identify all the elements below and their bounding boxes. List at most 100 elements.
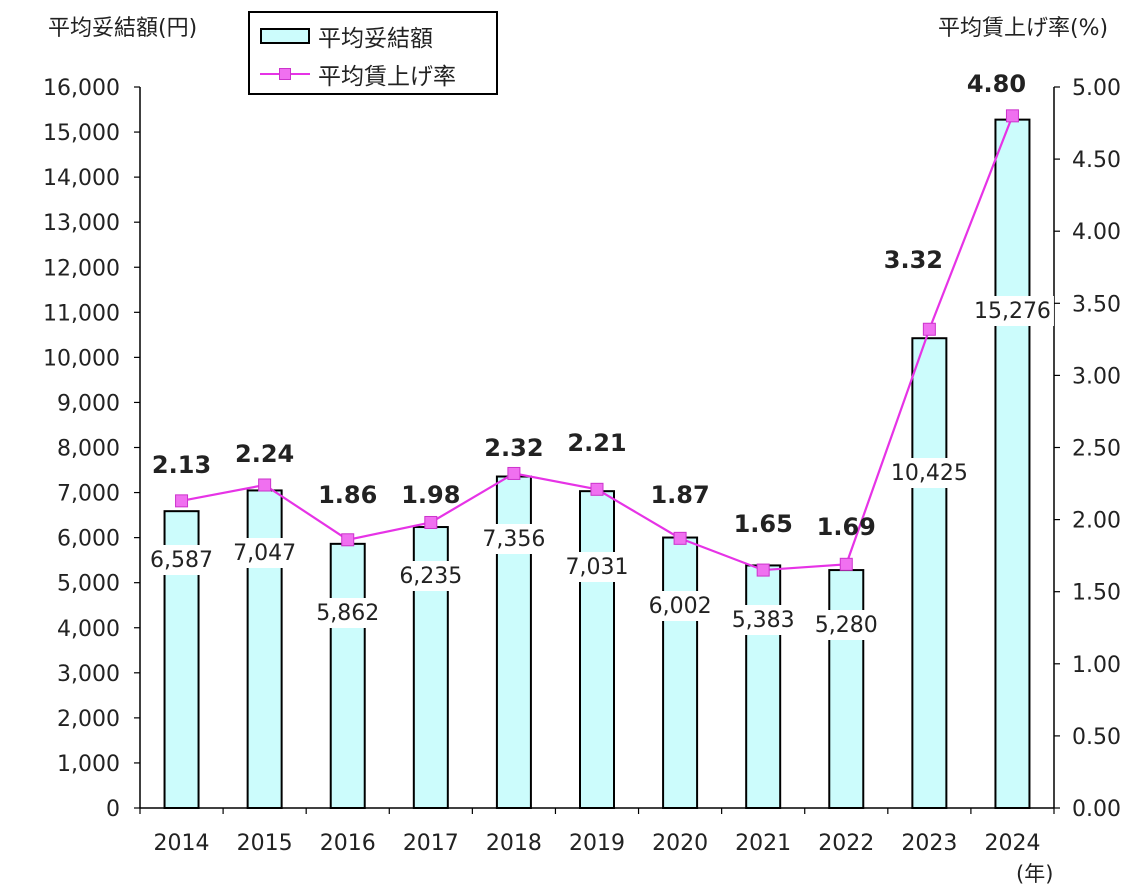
right-tick-label: 0.50 — [1072, 725, 1121, 750]
left-tick-label: 11,000 — [43, 301, 120, 326]
left-tick-label: 8,000 — [57, 437, 120, 462]
bar-value-label-bg — [561, 552, 633, 582]
legend-item-line: 平均賃上げ率 — [260, 56, 456, 92]
bar-value-label: 6,587 — [150, 548, 213, 573]
left-tick-label: 7,000 — [57, 482, 120, 507]
rate-value-label: 2.13 — [152, 451, 211, 479]
rate-value-label: 1.65 — [734, 510, 793, 538]
rate-marker — [756, 563, 770, 577]
left-tick-label: 5,000 — [57, 572, 120, 597]
rate-value-label: 2.24 — [235, 440, 294, 468]
rate-marker — [590, 482, 604, 496]
rate-marker — [507, 466, 521, 480]
right-tick-label: 4.00 — [1072, 220, 1121, 245]
legend: 平均妥結額 平均賃上げ率 — [248, 11, 498, 95]
bar-value-label-bg — [478, 524, 550, 554]
x-tick-label: 2017 — [403, 831, 459, 856]
bar-value-label: 7,047 — [233, 541, 296, 566]
bar-value-label: 10,425 — [891, 461, 968, 486]
right-tick-label: 4.50 — [1072, 148, 1121, 173]
rate-value-label: 4.80 — [967, 70, 1026, 98]
bar-value-label: 5,280 — [815, 613, 878, 638]
bar-value-label: 5,383 — [732, 608, 795, 633]
left-tick-label: 16,000 — [43, 76, 120, 101]
left-tick-label: 2,000 — [57, 707, 120, 732]
x-tick-label: 2018 — [486, 831, 542, 856]
bar-value-label: 7,356 — [482, 527, 545, 552]
bar-value-label-bg — [644, 591, 716, 621]
bar-swatch-icon — [260, 28, 310, 44]
left-tick-label: 12,000 — [43, 256, 120, 281]
bar-value-label-bg — [970, 296, 1054, 326]
right-tick-label: 0.00 — [1072, 797, 1121, 822]
bar-value-label-bg — [887, 458, 971, 488]
bar-value-label: 15,276 — [974, 299, 1051, 324]
rate-value-label: 2.21 — [567, 429, 626, 457]
rate-value-label: 3.32 — [884, 246, 943, 274]
left-tick-label: 3,000 — [57, 662, 120, 687]
rate-marker — [839, 557, 853, 571]
rate-marker — [424, 515, 438, 529]
x-axis-unit: (年) — [1016, 862, 1054, 886]
rate-value-label: 1.98 — [401, 481, 460, 509]
right-tick-label: 3.00 — [1072, 364, 1121, 389]
x-tick-label: 2020 — [652, 831, 708, 856]
bar — [579, 490, 615, 809]
left-axis-title: 平均妥結額(円) — [48, 16, 198, 41]
bar-value-label-bg — [811, 610, 882, 640]
line-marker-swatch-icon — [260, 66, 310, 82]
left-tick-label: 15,000 — [43, 121, 120, 146]
left-tick-label: 13,000 — [43, 211, 120, 236]
rate-marker — [922, 322, 936, 336]
bar — [329, 542, 366, 809]
right-tick-label: 1.50 — [1072, 581, 1121, 606]
left-tick-label: 4,000 — [57, 617, 120, 642]
rate-marker — [175, 494, 189, 508]
x-tick-label: 2021 — [735, 831, 791, 856]
bar — [828, 569, 865, 809]
x-tick-label: 2014 — [154, 831, 210, 856]
bar — [662, 536, 699, 809]
x-tick-label: 2019 — [569, 831, 625, 856]
bar-value-label-bg — [727, 605, 799, 635]
legend-bar-label: 平均妥結額 — [318, 26, 433, 52]
left-tick-label: 6,000 — [57, 527, 120, 552]
bar — [994, 118, 1031, 810]
x-tick-label: 2022 — [818, 831, 874, 856]
bar-value-label: 6,235 — [399, 564, 462, 589]
left-tick-label: 1,000 — [57, 752, 120, 777]
x-tick-label: 2024 — [984, 831, 1040, 856]
right-tick-label: 1.00 — [1072, 653, 1121, 678]
right-tick-label: 3.50 — [1072, 292, 1121, 317]
rate-marker — [673, 531, 687, 545]
x-tick-label: 2016 — [320, 831, 376, 856]
rate-value-label: 1.87 — [650, 481, 709, 509]
bar — [745, 564, 782, 810]
x-tick-label: 2023 — [901, 831, 957, 856]
left-tick-label: 10,000 — [43, 346, 120, 371]
right-tick-label: 2.00 — [1072, 509, 1121, 534]
bar — [911, 337, 948, 809]
right-axis-title: 平均賃上げ率(%) — [938, 16, 1109, 41]
bar-value-label-bg — [395, 561, 467, 591]
legend-item-bar: 平均妥結額 — [260, 18, 433, 54]
bar-value-label-bg — [312, 598, 383, 628]
rate-value-label: 2.32 — [484, 434, 543, 462]
rate-value-label: 1.86 — [318, 481, 377, 509]
rate-marker — [341, 533, 355, 547]
bar-value-label: 6,002 — [649, 594, 712, 619]
x-tick-label: 2015 — [237, 831, 293, 856]
rate-marker — [1005, 109, 1019, 123]
bar-value-label: 7,031 — [566, 555, 629, 580]
left-tick-label: 9,000 — [57, 391, 120, 416]
right-tick-label: 2.50 — [1072, 437, 1121, 462]
bar-value-label-bg — [229, 538, 300, 568]
rate-marker — [258, 478, 272, 492]
rate-value-label: 1.69 — [817, 513, 876, 541]
bar-value-label-bg — [146, 545, 217, 575]
left-tick-label: 0 — [106, 797, 120, 822]
legend-line-label: 平均賃上げ率 — [318, 64, 456, 90]
left-tick-label: 14,000 — [43, 166, 120, 191]
bar-value-label: 5,862 — [316, 601, 379, 626]
